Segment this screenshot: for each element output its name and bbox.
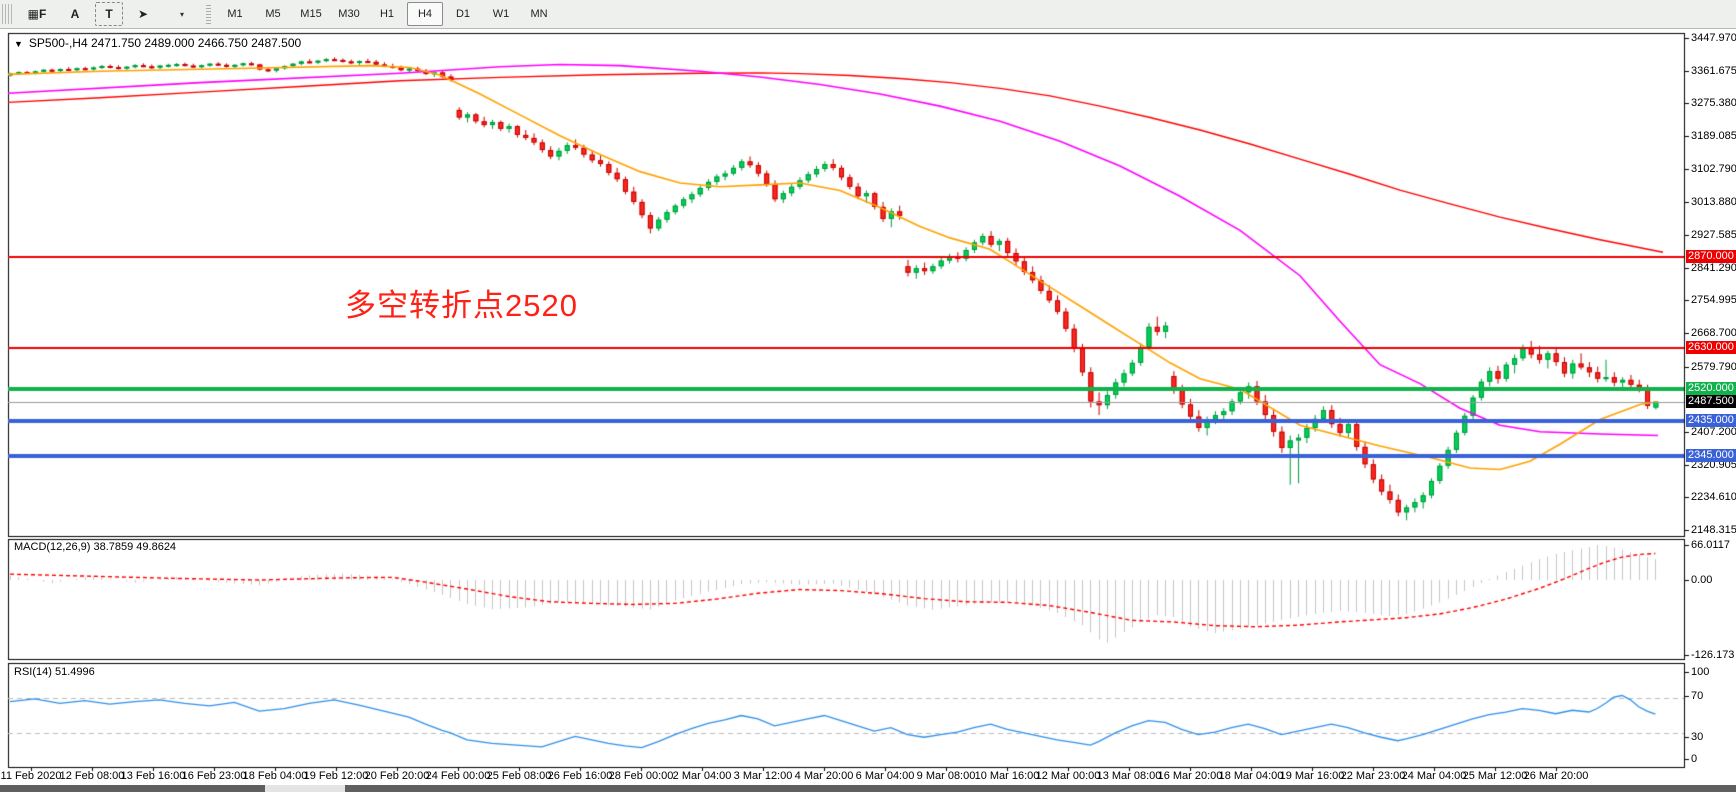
- indicator-grid-f-icon[interactable]: ▦F: [27, 7, 47, 21]
- timeframe-button-mn[interactable]: MN: [530, 8, 548, 20]
- scrollbar-thumb[interactable]: [0, 785, 265, 792]
- macd-axis-label: 66.0117: [1691, 539, 1730, 551]
- time-axis-label: 16 Feb 23:00: [181, 770, 247, 782]
- time-axis-label: 4 Mar 20:00: [794, 770, 854, 782]
- price-axis-label: 3102.790: [1691, 163, 1736, 175]
- price-axis-label: 2579.790: [1691, 361, 1736, 373]
- time-axis-label: 20 Feb 20:00: [364, 770, 430, 782]
- timeframe-button-h4[interactable]: H4: [407, 2, 443, 26]
- timeframe-button-m30[interactable]: M30: [338, 8, 360, 20]
- time-axis-label: 18 Mar 04:00: [1218, 770, 1284, 782]
- price-axis-label: 2668.700: [1691, 327, 1736, 339]
- time-axis-label: 16 Mar 20:00: [1157, 770, 1223, 782]
- price-level-badge: 2487.500: [1686, 395, 1736, 408]
- toolbar-grip-handle[interactable]: [2, 4, 14, 24]
- time-axis-label: 11 Feb 2020: [0, 770, 62, 782]
- time-axis-label: 19 Mar 16:00: [1279, 770, 1345, 782]
- price-axis-label: 2927.585: [1691, 229, 1736, 241]
- price-level-badge: 2345.000: [1686, 449, 1736, 462]
- timeframe-button-h1[interactable]: H1: [379, 8, 395, 20]
- price-axis-label: 2234.610: [1691, 491, 1736, 503]
- price-axis-label: 2407.200: [1691, 426, 1736, 438]
- time-axis-label: 12 Mar 00:00: [1035, 770, 1101, 782]
- price-level-badge: 2520.000: [1686, 382, 1736, 395]
- toolbar: ▦F A T ➤ ▾ M1 M5 M15 M30 H1 H4 D1 W1 MN: [0, 0, 1736, 29]
- time-axis-label: 9 Mar 08:00: [916, 770, 976, 782]
- rsi-axis-label: 0: [1691, 753, 1698, 765]
- text-label-t-icon[interactable]: T: [95, 2, 123, 26]
- chart-title: ▼ SP500-,H4 2471.750 2489.000 2466.750 24…: [14, 36, 301, 50]
- horizontal-scrollbar[interactable]: [0, 785, 1736, 792]
- macd-indicator-label: MACD(12,26,9) 38.7859 49.8624: [14, 541, 177, 553]
- timeframe-button-d1[interactable]: D1: [455, 8, 471, 20]
- time-axis-label: 12 Feb 08:00: [59, 770, 125, 782]
- rsi-indicator-label: RSI(14) 51.4996: [14, 666, 95, 678]
- timeframe-button-m1[interactable]: M1: [227, 8, 243, 20]
- time-axis-label: 2 Mar 04:00: [672, 770, 732, 782]
- rsi-axis-label: 100: [1691, 666, 1710, 678]
- time-axis-label: 26 Mar 20:00: [1523, 770, 1589, 782]
- time-axis-label: 18 Feb 04:00: [242, 770, 308, 782]
- arrow-tools-caret-icon[interactable]: ▾: [179, 9, 184, 19]
- timeframe-button-m5[interactable]: M5: [265, 8, 281, 20]
- timeframe-button-m15[interactable]: M15: [300, 8, 322, 20]
- price-axis-label: 2754.995: [1691, 294, 1736, 306]
- timeframe-button-group: M1 M5 M15 M30 H1 H4 D1 W1 MN: [216, 2, 558, 26]
- price-axis-label: 2148.315: [1691, 524, 1736, 536]
- price-axis-label: 3189.085: [1691, 130, 1736, 142]
- price-axis-label: 3013.880: [1691, 196, 1736, 208]
- rsi-axis-label: 30: [1691, 731, 1704, 743]
- scrollbar-track[interactable]: [265, 785, 345, 792]
- time-axis-label: 10 Mar 16:00: [974, 770, 1040, 782]
- rsi-axis-label: 70: [1691, 690, 1704, 702]
- price-axis-label: 3361.675: [1691, 65, 1736, 77]
- symbol-dropdown-icon[interactable]: ▼: [14, 39, 23, 49]
- time-axis-label: 22 Mar 23:00: [1340, 770, 1406, 782]
- time-axis-label: 26 Feb 16:00: [547, 770, 613, 782]
- time-axis-label: 19 Feb 12:00: [303, 770, 369, 782]
- time-axis-label: 13 Feb 16:00: [120, 770, 186, 782]
- price-level-badge: 2870.000: [1686, 250, 1736, 263]
- price-axis-label: 2841.290: [1691, 262, 1736, 274]
- scrollbar-thumb[interactable]: [345, 785, 1736, 792]
- price-level-badge: 2630.000: [1686, 341, 1736, 354]
- time-axis-label: 24 Feb 00:00: [425, 770, 491, 782]
- chart-title-text: SP500-,H4 2471.750 2489.000 2466.750 248…: [28, 36, 302, 50]
- price-axis-label: 2320.905: [1691, 459, 1736, 471]
- time-axis-label: 3 Mar 12:00: [733, 770, 793, 782]
- time-axis-label: 13 Mar 08:00: [1096, 770, 1162, 782]
- chart-text-annotation: 多空转折点2520: [345, 288, 578, 323]
- toolbar-separator: [206, 4, 211, 24]
- time-axis-label: 6 Mar 04:00: [855, 770, 915, 782]
- price-axis-label: 3275.380: [1691, 97, 1736, 109]
- price-axis-label: 3447.970: [1691, 32, 1736, 44]
- time-axis-label: 24 Mar 04:00: [1401, 770, 1467, 782]
- price-level-badge: 2435.000: [1686, 414, 1736, 427]
- timeframe-button-w1[interactable]: W1: [492, 8, 510, 20]
- time-axis-label: 25 Mar 12:00: [1462, 770, 1528, 782]
- arrow-tools-icon[interactable]: ➤: [137, 7, 149, 21]
- text-a-icon[interactable]: A: [70, 7, 80, 21]
- time-axis-label: 28 Feb 00:00: [608, 770, 674, 782]
- macd-axis-label: 0.00: [1691, 574, 1713, 586]
- time-axis-label: 25 Feb 08:00: [486, 770, 552, 782]
- macd-axis-label: -126.173: [1691, 649, 1735, 661]
